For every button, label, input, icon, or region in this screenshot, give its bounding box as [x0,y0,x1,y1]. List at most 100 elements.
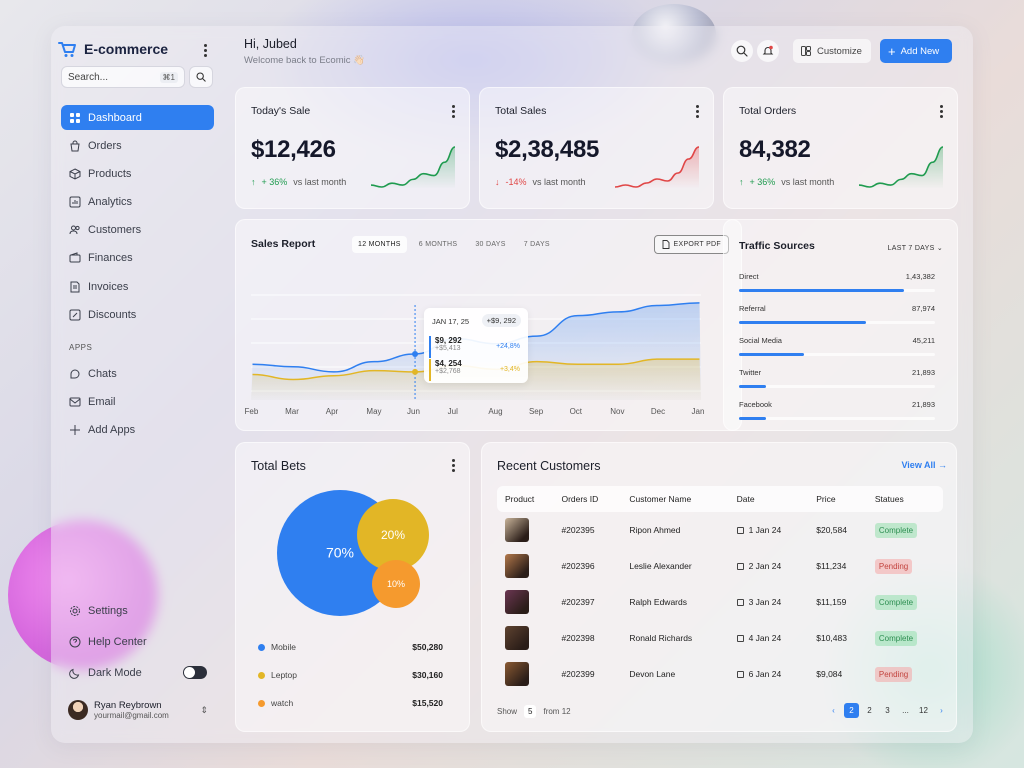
date-cell: 6 Jan 24 [729,656,809,692]
sidebar-item-dark-mode[interactable]: Dark Mode [61,660,214,685]
greeting: Hi, Jubed Welcome back to Ecomic 👋🏻 [244,37,365,66]
table-row[interactable]: #202399 Devon Lane 6 Jan 24 $9,084 Pending [497,656,943,692]
legend-amount: $15,520 [412,698,443,708]
customer-name: Leslie Alexander [629,561,692,571]
sidebar-item-email[interactable]: Email [61,389,214,414]
arrow-down-icon: ↓ [495,177,500,187]
sidebar-item-discounts[interactable]: Discounts [61,302,214,327]
tab-6-months[interactable]: 6 MONTHS [418,241,458,248]
sidebar-item-label: Customers [88,224,142,237]
user-email: yourmail@gmail.com [94,711,169,720]
customer-name: Devon Lane [629,669,676,679]
dark-mode-toggle[interactable] [183,666,207,679]
sidebar-item-analytics[interactable]: Analytics [61,190,214,215]
sidebar-item-help-center[interactable]: Help Center [61,629,214,654]
table-row[interactable]: #202395 Ripon Ahmed 1 Jan 24 $20,584 Complet… [497,512,943,548]
legend-item: Leptop $30,160 [258,670,443,680]
traffic-label: Social Media [739,336,782,345]
tab-30-days[interactable]: 30 DAYS [475,241,506,248]
bubble-label: 70% [326,545,354,561]
hover-point [412,351,419,357]
bottom-nav: Settings Help Center Dark Mode [61,598,214,691]
sidebar-item-customers[interactable]: Customers [61,218,214,243]
sidebar-item-label: Orders [88,139,122,152]
order-price: $20,584 [816,525,847,535]
order-price: $11,234 [816,561,847,571]
page-button[interactable]: 12 [919,706,928,715]
page-button[interactable]: 2 [867,706,872,715]
order-id: #202397 [561,597,595,607]
customize-button[interactable]: Customize [793,39,871,63]
kpi-compare: vs last month [781,177,835,187]
sidebar-item-invoices[interactable]: Invoices [61,274,214,299]
export-pdf-button[interactable]: EXPORT PDF [653,235,729,254]
chart-tooltip: JAN 17, 25 +$9, 292 $9, 292 +$5,413 +24,… [424,308,528,383]
x-tick-label: Jan [691,407,705,416]
sidebar-item-label: Settings [88,604,128,617]
bubble-chart: 70% 20% 10% [277,490,429,616]
user-profile[interactable]: Ryan Reybrown yourmail@gmail.com ⇕ [68,700,208,720]
search-button[interactable] [189,66,213,88]
tooltip-sub: +$5,413 [435,345,461,352]
kpi-delta: ↑ + 36% vs last month [739,177,834,187]
tooltip-sub: +$2,768 [435,368,461,375]
page-size: Show 5 from 12 [497,705,571,718]
sidebar-item-settings[interactable]: Settings [61,598,214,623]
avatar [68,700,88,720]
product-cell [497,548,553,584]
add-new-button[interactable]: + Add New [880,39,952,63]
kpi-title: Total Sales [495,105,547,117]
apps-section-label: APPS [69,343,93,352]
prev-page-button[interactable]: ‹ [832,706,835,715]
more-icon[interactable] [450,459,456,473]
more-icon[interactable] [450,105,456,119]
table-row[interactable]: #202397 Ralph Edwards 3 Jan 24 $11,159 Compl… [497,584,943,620]
search-input[interactable]: Search... ⌘1 [61,66,185,88]
kpi-title: Total Orders [739,105,797,117]
page-button[interactable]: 3 [885,706,890,715]
x-tick-label: Aug [488,407,503,416]
tab-7-days[interactable]: 7 DAYS [523,241,550,248]
chevron-down-icon: ⌄ [936,245,943,252]
chevron-updown-icon[interactable]: ⇕ [200,704,208,715]
next-page-button[interactable]: › [940,706,943,715]
more-icon[interactable] [938,105,944,119]
sidebar-item-label: Finances [88,252,133,265]
users-icon [69,225,80,235]
sidebar-item-label: Dashboard [88,111,142,124]
page-size-select[interactable]: 5 [524,705,537,718]
x-tick-label: Apr [325,407,339,416]
sidebar-item-dashboard[interactable]: Dashboard [61,105,214,130]
moon-icon [69,668,80,679]
tab-12-months[interactable]: 12 MONTHS [352,236,407,253]
show-label: Show [497,707,518,716]
sidebar-item-add-apps[interactable]: Add Apps [61,417,214,442]
apps-nav: Chats Email Add Apps [61,361,214,445]
sidebar-item-chats[interactable]: Chats [61,361,214,386]
legend-amount: $50,280 [412,642,443,652]
sidebar-item-finances[interactable]: Finances [61,246,214,271]
notifications-button[interactable] [757,40,779,62]
status-cell: Complete [867,584,943,620]
traffic-bar-track [739,353,935,356]
traffic-bar-fill [739,321,867,324]
wallet-icon [69,252,81,263]
sidebar: E-commerce Search... ⌘1 Dashboard Orders P… [51,26,227,743]
range-dropdown[interactable]: LAST 7 DAYS ⌄ [888,244,943,252]
date-cell: 4 Jan 24 [729,620,809,656]
sidebar-item-products[interactable]: Products [61,161,214,186]
sidebar-item-orders[interactable]: Orders [61,133,214,158]
more-icon[interactable] [694,105,700,119]
table-row[interactable]: #202398 Ronald Richards 4 Jan 24 $10,483 Com… [497,620,943,656]
page-button[interactable]: 2 [844,703,859,718]
brand-logo[interactable]: E-commerce [58,40,168,58]
recent-customers-card: Recent Customers View All → Product Order… [481,442,957,732]
traffic-bar-fill [739,289,904,292]
table-row[interactable]: #202396 Leslie Alexander 2 Jan 24 $11,234 Pe… [497,548,943,584]
user-name: Ryan Reybrown [94,700,162,711]
search-placeholder: Search... [68,71,109,83]
view-all-link[interactable]: View All → [901,460,947,470]
header-search-button[interactable] [731,40,753,62]
page-button[interactable]: ... [902,706,909,715]
sidebar-more-icon[interactable] [200,42,210,58]
